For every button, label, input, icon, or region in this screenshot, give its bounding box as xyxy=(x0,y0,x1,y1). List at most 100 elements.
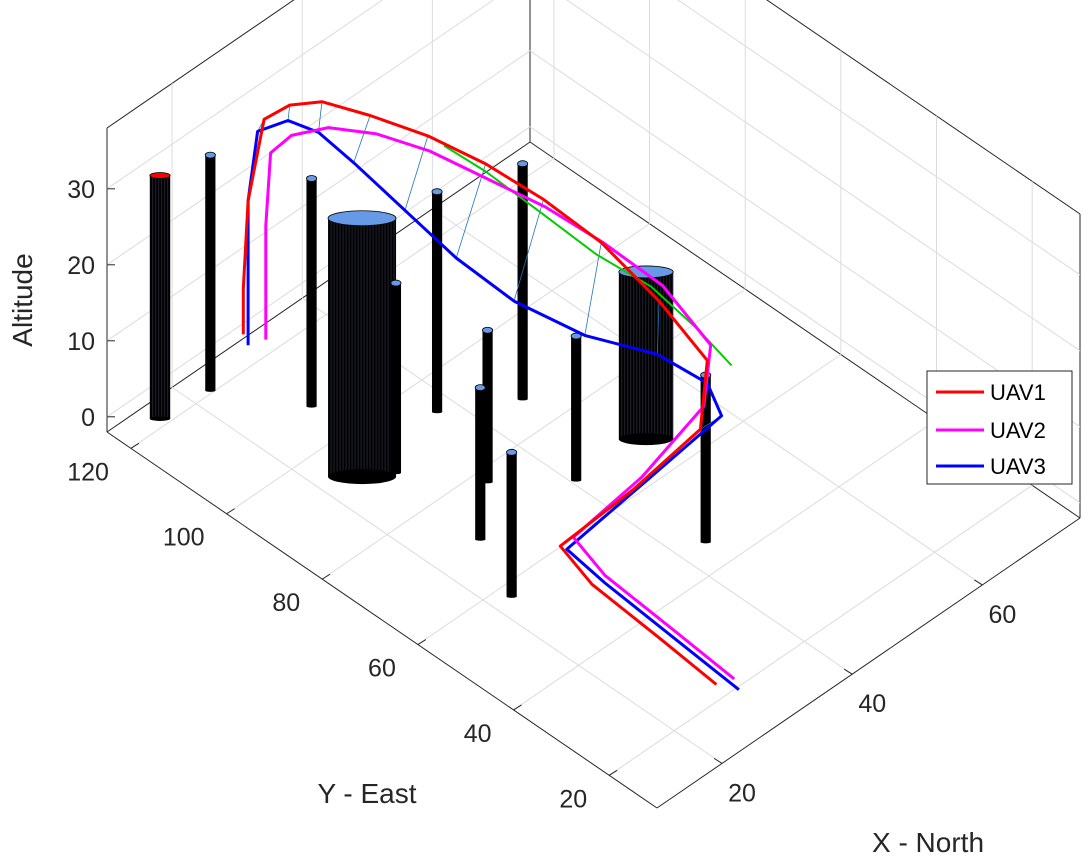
x-tick-label: 20 xyxy=(728,779,756,807)
trajectories xyxy=(241,100,740,691)
obstacle-body xyxy=(328,218,397,477)
obstacle xyxy=(390,279,402,475)
formation-link xyxy=(353,115,371,163)
grid-line xyxy=(106,0,384,190)
z-tick-label: 10 xyxy=(67,328,95,356)
obstacle-cap xyxy=(506,448,518,456)
obstacle-cap xyxy=(431,188,443,196)
obstacle-cap xyxy=(474,384,486,392)
y-tick-label: 100 xyxy=(163,524,205,552)
x-tick-label: 40 xyxy=(858,690,886,718)
obstacle-base xyxy=(149,416,171,421)
obstacle xyxy=(482,326,494,484)
axes-box-front xyxy=(106,431,1081,809)
obstacle xyxy=(517,160,529,401)
x-tick-label: 60 xyxy=(988,601,1016,629)
z-tick-label: 30 xyxy=(67,176,95,204)
grid-line xyxy=(106,126,531,418)
y-tick-mark xyxy=(417,639,427,645)
obstacle-body xyxy=(431,191,443,413)
obstacle-base xyxy=(205,389,216,392)
obstacle-body xyxy=(390,283,402,474)
obstacle-cap xyxy=(204,151,216,159)
grid-line xyxy=(677,0,1081,276)
legend: UAV1 UAV2 UAV3 xyxy=(926,370,1073,485)
obstacle-cap xyxy=(517,160,529,168)
box-edge xyxy=(766,0,1081,215)
obstacle xyxy=(431,188,443,414)
grid-line xyxy=(106,50,531,342)
legend-label-uav2: UAV2 xyxy=(990,418,1046,443)
z-tick-label: 20 xyxy=(67,252,95,280)
obstacle-body xyxy=(306,178,317,407)
obstacle-body xyxy=(506,452,517,597)
obstacle-body xyxy=(700,375,711,543)
x-axis-label: X - North xyxy=(872,827,984,858)
obstacles xyxy=(149,151,712,598)
obstacle-base xyxy=(618,433,674,446)
obstacle-base xyxy=(390,471,402,475)
obstacle-base xyxy=(517,398,528,401)
obstacle-body xyxy=(475,387,486,540)
obstacle xyxy=(474,384,486,541)
obstacle xyxy=(618,265,674,446)
formation-link xyxy=(584,242,602,336)
y-tick-mark xyxy=(130,442,140,449)
formation-link xyxy=(455,163,487,259)
grid-line xyxy=(321,288,746,580)
tick-labels: 20 40 60 20 40 60 80 100 120 0 10 20 30 xyxy=(67,176,1016,814)
z-tick-label: 0 xyxy=(81,404,95,432)
obstacle-base xyxy=(328,469,397,485)
y-axis-label: Y - East xyxy=(317,778,416,809)
formation-link xyxy=(287,105,291,121)
z-axis-label: Altitude xyxy=(7,253,38,346)
legend-label-uav1: UAV1 xyxy=(990,380,1046,405)
series-line-uav1 xyxy=(241,100,718,686)
grid-line xyxy=(106,0,495,266)
x-tick-mark xyxy=(974,579,983,586)
obstacle-base xyxy=(506,595,517,598)
obstacle-body xyxy=(571,336,582,481)
obstacle-base xyxy=(306,405,317,408)
box-edge xyxy=(106,141,531,433)
obstacle-cap xyxy=(390,279,402,287)
legend-label-uav3: UAV3 xyxy=(990,454,1046,479)
obstacle-base xyxy=(431,410,443,414)
obstacle-body xyxy=(482,330,493,483)
box-edge xyxy=(106,0,295,129)
y-tick-mark xyxy=(226,508,235,515)
y-tick-mark xyxy=(321,573,331,580)
y-tick-label: 80 xyxy=(272,589,300,617)
obstacle-cap xyxy=(482,326,494,334)
obstacle-base xyxy=(475,538,486,541)
grid-line xyxy=(565,0,1081,352)
grid-line xyxy=(529,50,1081,428)
x-tick-mark xyxy=(843,668,853,675)
y-tick-label: 60 xyxy=(368,655,396,683)
box-edge xyxy=(656,517,1081,809)
obstacle xyxy=(570,332,582,482)
grid-line xyxy=(417,354,842,645)
obstacle xyxy=(327,210,397,485)
obstacle-cap xyxy=(327,210,397,227)
y-tick-label: 40 xyxy=(464,720,492,748)
obstacle xyxy=(204,151,216,392)
y-tick-mark xyxy=(608,769,618,776)
obstacle-base xyxy=(700,541,711,544)
obstacle-cap xyxy=(306,175,318,182)
y-tick-label: 20 xyxy=(559,785,587,813)
obstacle-body xyxy=(517,163,528,400)
grid-line xyxy=(513,419,937,711)
formation-link xyxy=(318,101,323,133)
formation-link xyxy=(656,300,660,355)
obstacle xyxy=(149,172,171,421)
formation-link xyxy=(513,199,544,302)
x-tick-mark xyxy=(713,757,723,764)
box-edge xyxy=(106,431,658,809)
obstacle xyxy=(506,448,518,598)
series-line-uav3 xyxy=(246,119,740,691)
obstacle xyxy=(306,175,318,408)
obstacle-base xyxy=(571,479,582,482)
obstacle-cap xyxy=(570,332,582,340)
